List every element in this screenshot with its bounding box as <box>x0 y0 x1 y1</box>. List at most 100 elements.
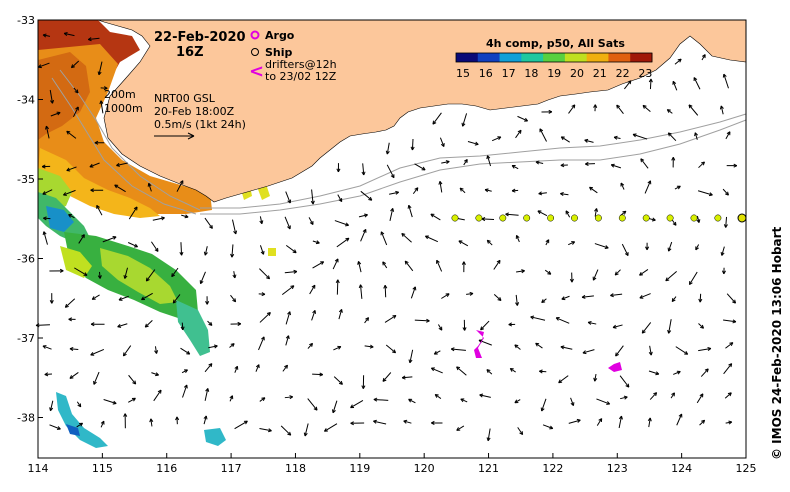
current-vector <box>537 210 548 217</box>
current-vector <box>382 372 392 382</box>
current-vector <box>614 269 621 276</box>
current-vector <box>722 188 729 196</box>
current-vector <box>66 130 77 139</box>
current-vector <box>229 395 234 402</box>
x-tick-label: 115 <box>92 462 113 475</box>
y-axis: -33 -34 -35 -36 -37 -38 <box>17 14 43 425</box>
current-vector <box>207 320 213 326</box>
current-vector <box>441 293 450 299</box>
current-vector <box>719 105 724 115</box>
current-vector <box>648 78 653 90</box>
current-vector <box>530 315 546 321</box>
current-vector <box>336 163 341 173</box>
current-vector <box>642 104 651 113</box>
y-tick-label: -33 <box>17 14 35 27</box>
colorbar-tick-label: 19 <box>547 67 561 80</box>
ship-position <box>714 214 722 222</box>
current-vector <box>42 345 52 350</box>
current-vector <box>259 216 264 225</box>
current-vector <box>204 363 213 373</box>
colorbar-swatch <box>477 53 501 62</box>
hour-label: 16Z <box>176 45 204 60</box>
current-vector <box>414 163 426 171</box>
current-vector <box>724 392 732 399</box>
credit-label: © IMOS 24-Feb-2020 13:06 Hobart <box>770 226 784 460</box>
current-vector <box>725 131 731 140</box>
current-vector <box>150 241 159 252</box>
current-vector <box>389 190 399 195</box>
current-vector <box>259 427 272 433</box>
colorbar-tick-label: 17 <box>502 67 516 80</box>
current-vector <box>364 344 374 349</box>
current-vector <box>42 33 51 38</box>
current-vector <box>49 89 55 104</box>
current-vector <box>307 398 318 411</box>
current-vector <box>66 166 77 172</box>
current-vector <box>171 267 179 278</box>
current-vector <box>76 422 84 428</box>
colorbar-tick-label: 20 <box>570 67 584 80</box>
current-vector <box>438 180 443 193</box>
current-vector <box>587 320 597 325</box>
x-axis: 114 115 116 117 118 119 120 121 122 123 124 125 <box>28 453 757 475</box>
current-vector <box>594 243 609 250</box>
current-vector <box>153 389 162 402</box>
current-vector <box>569 272 574 283</box>
current-vector <box>619 375 630 388</box>
current-vector <box>69 372 79 379</box>
x-tick-label: 114 <box>28 462 49 475</box>
current-vector <box>312 261 325 269</box>
ship-marker-icon <box>251 48 259 56</box>
current-vector <box>486 428 491 442</box>
current-vector <box>312 372 323 377</box>
current-vector <box>284 395 294 400</box>
current-vector <box>118 295 129 301</box>
current-vector <box>561 295 570 301</box>
current-vector <box>68 317 76 322</box>
current-vector <box>203 415 208 425</box>
current-vector <box>311 310 317 321</box>
current-vector <box>616 104 624 115</box>
current-vector <box>558 375 569 384</box>
current-vector <box>674 58 682 65</box>
current-vector <box>208 344 218 349</box>
current-vector <box>179 242 184 256</box>
current-vector <box>544 269 552 275</box>
current-vector <box>128 397 136 403</box>
current-vector <box>463 159 468 166</box>
current-vector <box>723 363 733 375</box>
current-vector <box>385 344 397 354</box>
current-vector <box>466 291 474 296</box>
current-vector <box>384 315 397 323</box>
drifter-label-1: drifters@12h <box>265 58 337 71</box>
current-vector <box>450 347 466 352</box>
colorbar-swatch <box>586 53 609 62</box>
argo-label: Argo <box>265 29 295 42</box>
current-vector <box>441 160 450 165</box>
ship-position <box>618 214 626 222</box>
current-vector <box>560 136 570 143</box>
current-vector <box>516 269 525 274</box>
current-vector <box>127 242 138 248</box>
ship-position <box>571 214 578 222</box>
y-tick-label: -34 <box>17 94 35 107</box>
current-vector <box>615 345 624 357</box>
current-vector <box>538 191 547 196</box>
current-vector <box>358 284 363 299</box>
current-vector <box>639 269 649 276</box>
current-vector <box>285 335 290 346</box>
current-vector <box>49 268 64 273</box>
current-vector <box>350 400 364 409</box>
current-vector <box>456 366 467 376</box>
current-vector <box>230 321 242 326</box>
current-vector <box>414 318 430 323</box>
current-vector <box>539 369 547 374</box>
current-vector <box>515 234 520 243</box>
colorbar-tick-label: 18 <box>524 67 538 80</box>
ship-position <box>475 214 483 222</box>
current-vector <box>175 416 180 425</box>
date-label: 22-Feb-2020 <box>154 30 246 45</box>
current-vector <box>229 343 235 348</box>
current-vector <box>70 60 80 69</box>
current-vector <box>620 182 625 190</box>
